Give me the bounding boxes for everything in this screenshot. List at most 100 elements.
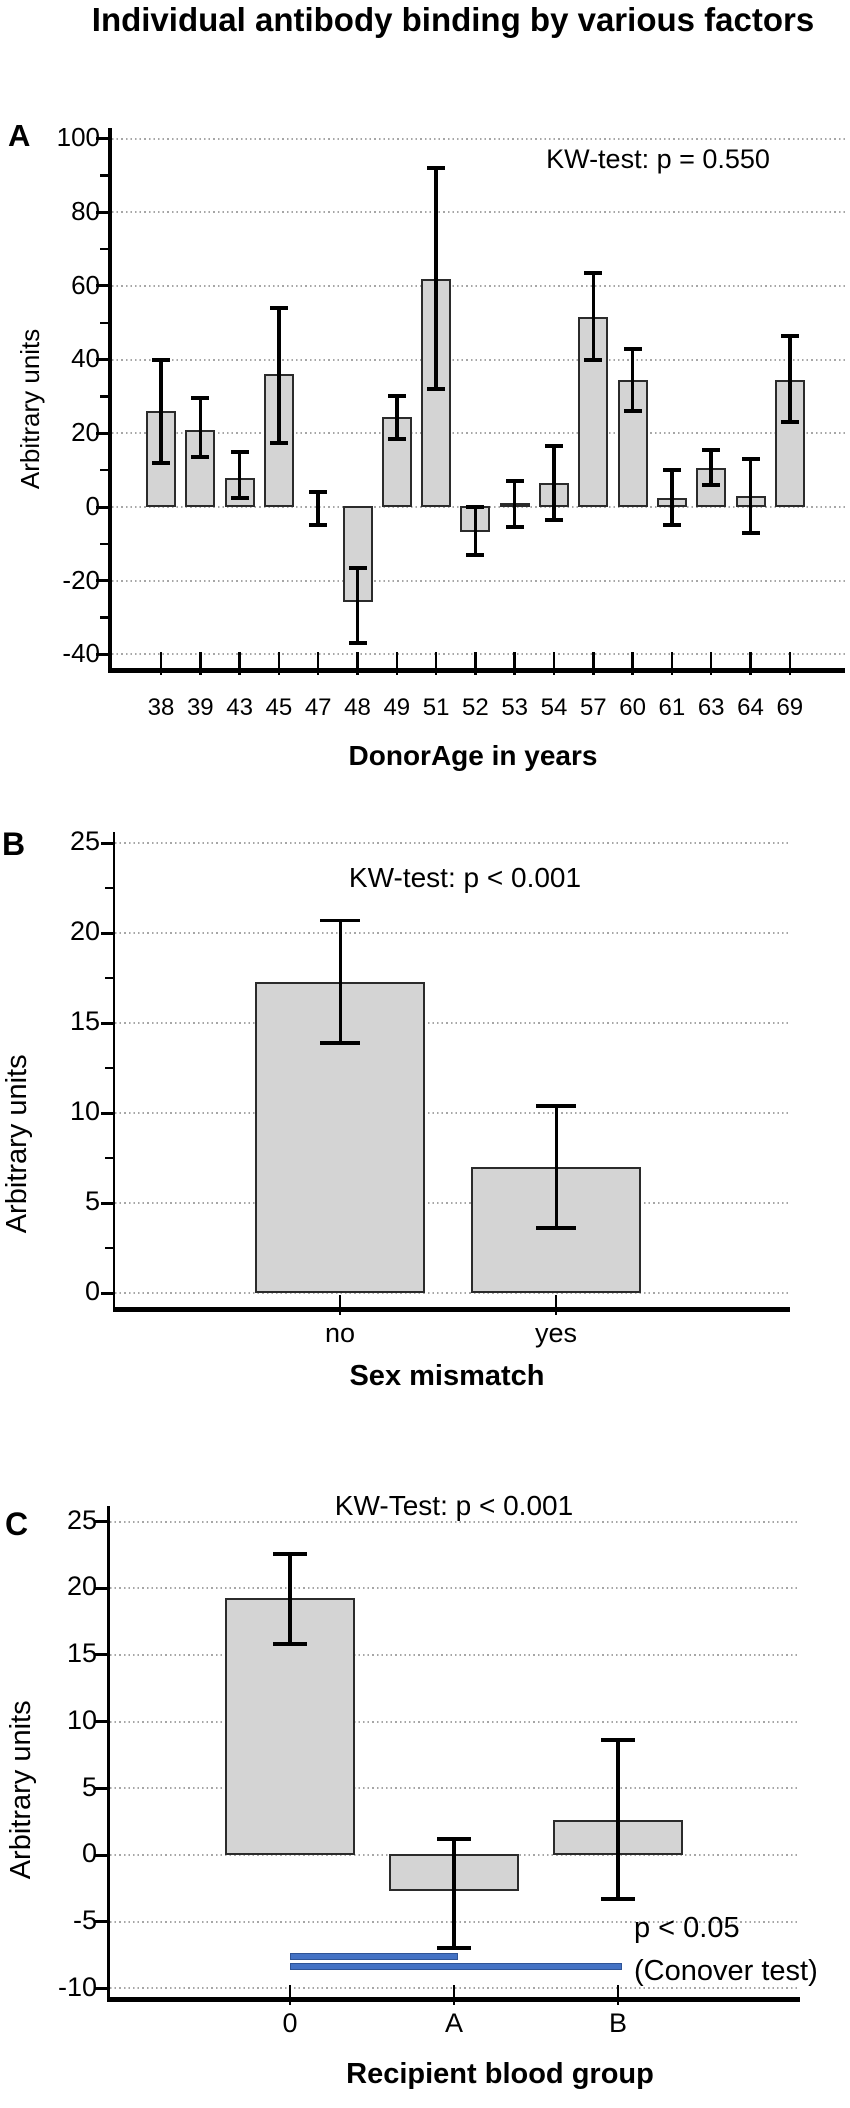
y-tick-C-5 [94,1786,107,1790]
gridline-y20 [110,1587,800,1590]
gridline-y20 [112,432,845,435]
error-bar-C-A [452,1838,456,1949]
error-cap-high-A-57 [584,271,603,275]
error-cap-low-A-54 [545,517,563,522]
error-cap-low-A-60 [623,409,642,414]
x-tick-A-39 [199,652,202,675]
x-tick-label-A-38: 38 [147,694,175,721]
error-cap-high-A-54 [545,444,563,449]
x-tick-A-38 [159,652,163,675]
error-bar-A-69 [788,335,792,423]
error-cap-high-A-53 [505,479,524,484]
error-cap-high-A-60 [623,346,642,351]
x-tick-label-A-61: 61 [658,694,686,721]
gridline-y100 [112,137,845,140]
error-cap-high-A-48 [348,565,367,570]
error-bar-A-47 [316,492,320,526]
x-tick-label-A-57: 57 [579,694,607,721]
y-axis-title-C: Arbitrary units [5,1700,38,1880]
error-bar-B-yes [554,1105,558,1229]
x-tick-A-52 [474,652,477,675]
annotation-A: KW-test: p = 0.550 [546,144,770,174]
error-cap-low-C-0 [273,1642,307,1647]
x-tick-C-B [616,1985,620,2005]
error-cap-high-A-49 [387,394,406,399]
y-minortick-B-7.5 [104,1156,113,1160]
error-bar-A-64 [748,459,753,533]
y-tick-label-A--20: -20 [62,564,100,595]
x-tick-B-no [338,1295,342,1315]
y-tick-label-B-20: 20 [69,916,100,947]
y-tick-label-A-40: 40 [71,343,100,374]
y-tick-B-10 [100,1111,113,1115]
x-tick-label-A-63: 63 [697,694,725,721]
y-tick-C-0 [94,1853,107,1857]
y-axis-C [106,1506,110,2002]
y-minortick-A-10 [100,468,108,472]
error-cap-low-A-69 [780,420,799,425]
x-tick-label-A-45: 45 [265,694,293,721]
y-tick-label-B-5: 5 [84,1186,100,1217]
y-tick-B-5 [100,1201,113,1205]
x-tick-A-60 [631,652,634,675]
y-tick-label-C-20: 20 [66,1571,97,1602]
y-tick-label-C-15: 15 [66,1638,97,1669]
error-bar-A-39 [198,398,203,458]
error-cap-low-C-B [601,1897,635,1902]
error-cap-high-A-39 [191,396,210,401]
annotation-B: KW-test: p < 0.001 [348,862,582,893]
error-cap-low-B-yes [536,1226,576,1230]
gridline-y5 [115,1202,790,1204]
x-axis-title-C: Recipient blood group [346,2058,654,2090]
x-tick-label-A-49: 49 [383,694,411,721]
error-cap-high-A-51 [427,165,446,170]
x-tick-label-A-51: 51 [422,694,450,721]
y-tick-label-C-0: 0 [81,1838,97,1869]
gridline-y40 [112,358,845,361]
y-tick-label-B-15: 15 [69,1006,100,1037]
y-tick-C-20 [94,1586,107,1590]
x-tick-label-A-69: 69 [776,694,804,721]
error-cap-low-A-61 [662,523,681,528]
y-tick-label-C-10: 10 [66,1704,97,1735]
error-bar-A-54 [552,446,556,520]
y-tick-A--40 [96,652,108,656]
x-tick-A-63 [709,652,713,675]
y-tick-label-C--10: -10 [57,1971,97,2002]
y-tick-B-0 [100,1291,113,1295]
y-tick-A-100 [96,137,108,140]
x-tick-label-B-no: no [324,1318,356,1348]
error-cap-low-C-A [437,1946,471,1951]
x-tick-label-A-64: 64 [737,694,764,721]
y-minortick-B-17.5 [104,976,113,980]
error-bar-A-52 [473,507,478,555]
significance-label-line1: p < 0.05 [634,1912,740,1944]
x-tick-A-47 [316,652,320,675]
significance-bar-0-vs-B [290,1962,622,1970]
error-cap-high-A-52 [466,505,485,509]
bar-C-0 [225,1597,355,1855]
gridline-y10 [115,1112,790,1114]
gridline-y5 [110,1787,800,1790]
y-tick-B-25 [100,841,113,845]
error-bar-A-49 [395,396,399,439]
y-minortick-B-12.5 [104,1066,113,1070]
x-tick-B-yes [554,1295,558,1315]
x-tick-label-A-47: 47 [304,694,332,721]
error-cap-low-A-64 [741,530,760,535]
error-cap-high-B-no [320,918,360,923]
y-tick-B-15 [100,1021,113,1025]
error-cap-low-A-48 [348,641,367,646]
x-tick-label-A-43: 43 [226,694,253,721]
x-tick-label-A-53: 53 [501,694,529,721]
error-cap-low-A-45 [269,440,288,445]
y-tick-C--10 [94,1986,107,1990]
error-cap-high-A-43 [230,449,249,454]
panel-label-C: C [5,1506,29,1542]
x-tick-label-A-60: 60 [619,694,646,721]
annotation-C: KW-Test: p < 0.001 [334,1490,574,1521]
gridline-y-40 [112,653,845,656]
significance-bar-0-vs-A [290,1953,458,1960]
panel-label-B: B [2,826,26,862]
x-axis-B [112,1307,790,1312]
